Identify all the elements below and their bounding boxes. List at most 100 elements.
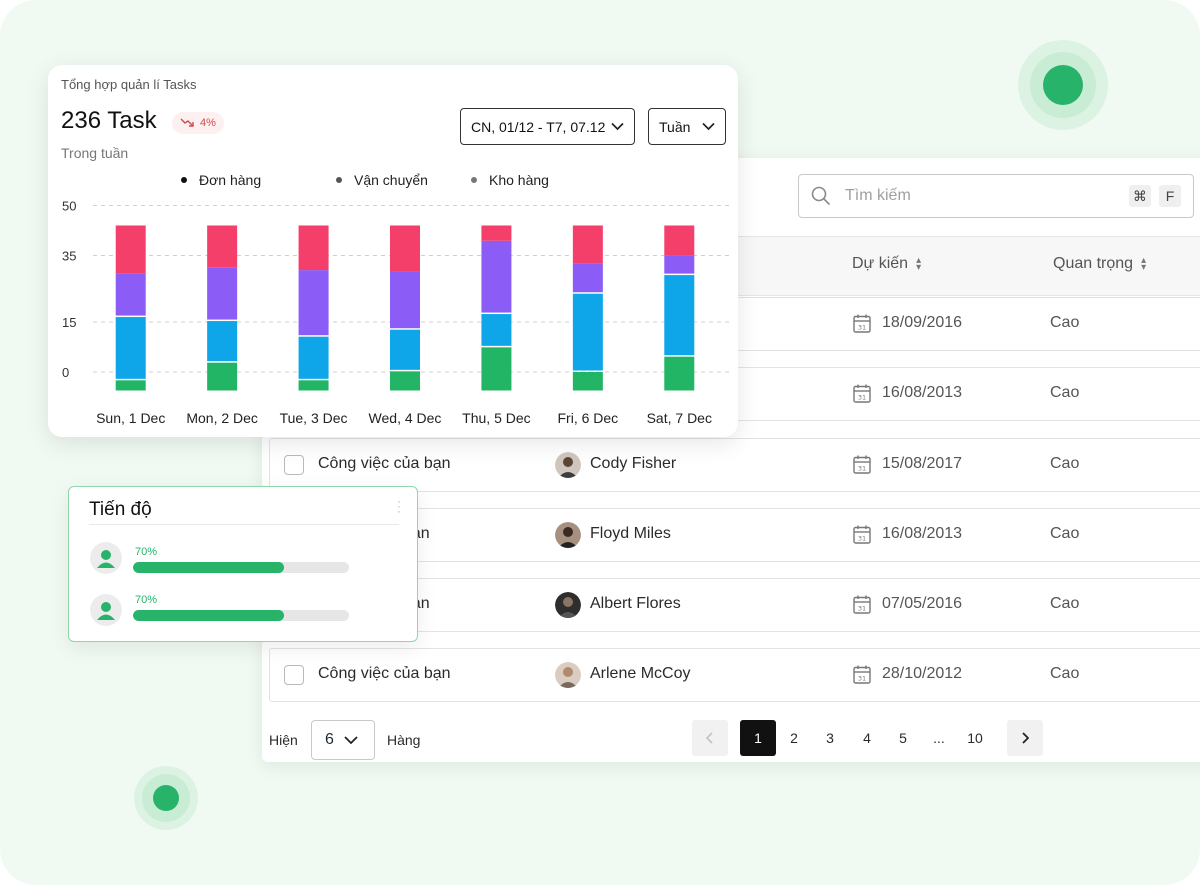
column-header-priority-label: Quan trọng	[1053, 255, 1134, 272]
y-tick-label: 35	[62, 248, 76, 263]
bar-segment	[481, 240, 512, 313]
bar-segment	[390, 271, 420, 329]
prev-page-button[interactable]	[692, 720, 728, 756]
chevron-left-icon	[706, 732, 713, 744]
task-total: 236 Task	[61, 107, 157, 134]
column-header-expected-label: Dự kiến	[852, 255, 909, 272]
chart-card-subtitle: Trong tuần	[61, 145, 129, 161]
progress-bar	[133, 610, 349, 621]
rows-show-label: Hiện	[269, 732, 298, 748]
bar-segment	[572, 372, 603, 391]
avatar	[90, 594, 122, 626]
bar-segment	[298, 380, 329, 391]
date-cell: 28/10/2012	[882, 665, 963, 682]
page-button-4[interactable]: 4	[863, 730, 871, 746]
bar-segment	[572, 293, 603, 371]
page-button-1[interactable]: 1	[740, 720, 776, 756]
date-cell: 07/05/2016	[882, 595, 963, 612]
svg-text:31: 31	[858, 605, 866, 613]
bar-segment	[481, 347, 512, 391]
bar-segment	[298, 270, 329, 336]
bar-segment	[207, 321, 238, 362]
assignee-name: Albert Flores	[590, 595, 681, 612]
next-page-button[interactable]	[1007, 720, 1043, 756]
rows-per-page-select[interactable]: 6	[311, 720, 375, 760]
priority-cell: Cao	[1050, 525, 1080, 542]
bar-segment	[664, 356, 695, 391]
progress-percent: 70%	[135, 546, 158, 558]
table-row[interactable]: bạn Albert Flores 31 07/05/2016 Cao	[269, 578, 1200, 632]
legend-dot	[471, 177, 477, 183]
user-icon	[97, 602, 115, 620]
bar-segment	[481, 314, 512, 346]
bar-segment	[115, 380, 146, 391]
user-icon	[97, 550, 115, 568]
table-row[interactable]: Công việc của bạn Arlene McCoy 31 28/10/…	[269, 648, 1200, 702]
calendar-icon: 31	[853, 384, 871, 403]
search-input[interactable]: Tìm kiếm ⌘ F	[798, 174, 1194, 218]
date-range-value: CN, 01/12 - T7, 07.12	[471, 118, 606, 135]
chevron-down-icon	[611, 122, 624, 131]
priority-cell: Cao	[1050, 455, 1080, 472]
page-ellipsis: ...	[933, 730, 945, 746]
bar-segment	[115, 273, 146, 316]
bar-segment	[207, 225, 238, 268]
progress-bar	[133, 562, 349, 573]
x-tick-label: Thu, 5 Dec	[462, 410, 530, 426]
x-tick-label: Fri, 6 Dec	[558, 410, 619, 426]
sort-icon: ▴ ▾	[1141, 255, 1147, 273]
calendar-icon: 31	[853, 314, 871, 333]
assignee-name: Arlene McCoy	[590, 665, 691, 682]
sort-icon: ▴ ▾	[916, 255, 922, 273]
priority-cell: Cao	[1050, 665, 1080, 682]
row-checkbox[interactable]	[284, 455, 304, 475]
task-cell: Công việc của bạn	[318, 455, 451, 472]
legend-dot	[181, 177, 187, 183]
avatar	[555, 662, 581, 688]
task-cell: Công việc của bạn	[318, 665, 451, 682]
bar-segment	[207, 267, 238, 320]
bar-segment	[664, 275, 695, 356]
priority-cell: Cao	[1050, 384, 1080, 401]
chevron-right-icon	[1022, 732, 1029, 744]
bar-segment	[664, 225, 695, 256]
rows-label: Hàng	[387, 732, 421, 748]
date-range-dropdown[interactable]: CN, 01/12 - T7, 07.12	[460, 108, 635, 145]
bar-segment	[664, 255, 695, 274]
bar-segment	[390, 225, 420, 272]
svg-text:31: 31	[858, 465, 866, 473]
trend-badge: 4%	[172, 112, 224, 134]
date-cell: 15/08/2017	[882, 455, 963, 472]
bar-segment	[298, 225, 329, 271]
decor-dot-bottom-left	[134, 766, 198, 830]
y-tick-label: 0	[62, 365, 69, 380]
rows-per-page-value: 6	[325, 731, 334, 748]
chevron-down-icon	[702, 122, 715, 131]
assignee-name: Cody Fisher	[590, 455, 677, 472]
avatar	[90, 542, 122, 574]
svg-text:31: 31	[858, 535, 866, 543]
column-header-expected[interactable]: Dự kiến ▴ ▾	[852, 255, 921, 273]
bar-segment	[115, 225, 146, 274]
column-header-priority[interactable]: Quan trọng ▴ ▾	[1053, 255, 1146, 273]
page-button-10[interactable]: 10	[967, 730, 983, 746]
y-tick-label: 50	[62, 199, 76, 214]
bar-segment	[390, 329, 420, 370]
period-value: Tuần	[659, 118, 691, 135]
page-button-3[interactable]: 3	[826, 730, 834, 746]
chart-card-title: Tổng hợp quản lí Tasks	[61, 77, 197, 92]
progress-bar-fill	[133, 562, 285, 573]
trend-badge-value: 4%	[200, 117, 216, 129]
bar-segment	[481, 225, 512, 241]
calendar-icon: 31	[853, 595, 871, 614]
period-dropdown[interactable]: Tuần	[648, 108, 726, 145]
priority-cell: Cao	[1050, 314, 1080, 331]
page-button-5[interactable]: 5	[899, 730, 907, 746]
table-row[interactable]: Công việc của bạn Cody Fisher 31 15/08/2…	[269, 438, 1200, 492]
row-checkbox[interactable]	[284, 665, 304, 685]
chevron-down-icon	[344, 736, 358, 745]
search-icon	[811, 186, 830, 205]
progress-card-title: Tiến độ	[89, 499, 152, 520]
more-options-icon[interactable]: · · ·	[397, 494, 401, 518]
page-button-2[interactable]: 2	[790, 730, 798, 746]
